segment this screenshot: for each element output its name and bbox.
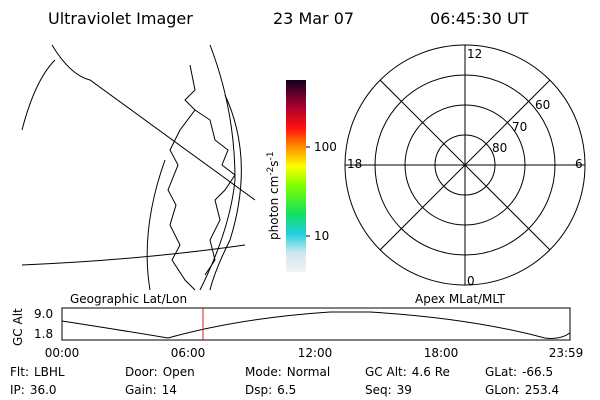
lat-label: 70 bbox=[512, 120, 527, 134]
map bbox=[21, 44, 256, 291]
polar-grid: 12 6 0 18 60 70 80 bbox=[344, 44, 586, 288]
y-tick-label: 1.8 bbox=[34, 327, 53, 341]
mlt-label: 12 bbox=[467, 47, 482, 61]
lat-label: 60 bbox=[535, 98, 550, 112]
status-item: Mode: Normal bbox=[245, 365, 330, 379]
status-label: Door: bbox=[125, 365, 158, 379]
colorbar: 100 10 photon cm-2s-1 bbox=[266, 80, 337, 272]
status-item: GLon: 253.4 bbox=[485, 383, 559, 397]
x-tick-label: 12:00 bbox=[298, 346, 333, 360]
status-value: 36.0 bbox=[30, 383, 57, 397]
status: Flt: LBHL Door: Open Mode: Normal GC Alt: 4.6 R… bbox=[10, 365, 559, 397]
unit: s bbox=[267, 160, 281, 166]
colorbar-scale bbox=[286, 80, 306, 272]
timeline: Geographic Lat/Lon Apex MLat/MLT GC Alt … bbox=[11, 292, 583, 360]
status-item: Seq: 39 bbox=[365, 383, 412, 397]
colorbar-tick: 100 bbox=[314, 140, 337, 154]
mlt-label: 18 bbox=[347, 157, 362, 171]
status-item: Dsp: 6.5 bbox=[245, 383, 296, 397]
unit-exp: -2 bbox=[266, 167, 276, 176]
status-item: Flt: LBHL bbox=[10, 365, 65, 379]
status-value: Open bbox=[163, 365, 195, 379]
y-tick-label: 9.0 bbox=[34, 307, 53, 321]
mlt-label: 0 bbox=[467, 274, 475, 288]
mlt-label: 6 bbox=[575, 157, 583, 171]
status-item: Gain: 14 bbox=[125, 383, 177, 397]
lat-label: 80 bbox=[492, 141, 507, 155]
x-tick-label: 18:00 bbox=[424, 346, 459, 360]
title: Ultraviolet Imager bbox=[48, 9, 193, 28]
date: 23 Mar 07 bbox=[273, 9, 354, 28]
unit: photon cm bbox=[267, 176, 281, 240]
status-label: Gain: bbox=[125, 383, 157, 397]
status-value: 6.5 bbox=[277, 383, 296, 397]
map-label: Geographic Lat/Lon bbox=[70, 292, 187, 306]
status-label: GC Alt: bbox=[365, 365, 407, 379]
status-value: -66.5 bbox=[522, 365, 553, 379]
status-value: 4.6 Re bbox=[412, 365, 450, 379]
status-label: GLon: bbox=[485, 383, 520, 397]
status-value: Normal bbox=[287, 365, 330, 379]
status-value: LBHL bbox=[34, 365, 65, 379]
colorbar-tick: 10 bbox=[314, 229, 329, 243]
unit-exp: -1 bbox=[266, 151, 276, 160]
status-value: 253.4 bbox=[525, 383, 559, 397]
status-label: Flt: bbox=[10, 365, 29, 379]
status-label: IP: bbox=[10, 383, 25, 397]
polar-label: Apex MLat/MLT bbox=[415, 292, 505, 306]
status-label: Dsp: bbox=[245, 383, 272, 397]
status-item: GLat: -66.5 bbox=[485, 365, 553, 379]
x-tick-label: 06:00 bbox=[171, 346, 206, 360]
status-item: Door: Open bbox=[125, 365, 195, 379]
status-label: GLat: bbox=[485, 365, 517, 379]
status-item: IP: 36.0 bbox=[10, 383, 57, 397]
colorbar-label: photon cm-2s-1 bbox=[266, 151, 281, 240]
status-item: GC Alt: 4.6 Re bbox=[365, 365, 450, 379]
status-value: 39 bbox=[397, 383, 412, 397]
status-value: 14 bbox=[162, 383, 177, 397]
x-tick-label: 00:00 bbox=[45, 346, 80, 360]
status-label: Seq: bbox=[365, 383, 392, 397]
x-tick-label: 23:59 bbox=[549, 346, 584, 360]
status-label: Mode: bbox=[245, 365, 282, 379]
y-label: GC Alt bbox=[11, 308, 25, 346]
time: 06:45:30 UT bbox=[430, 9, 529, 28]
